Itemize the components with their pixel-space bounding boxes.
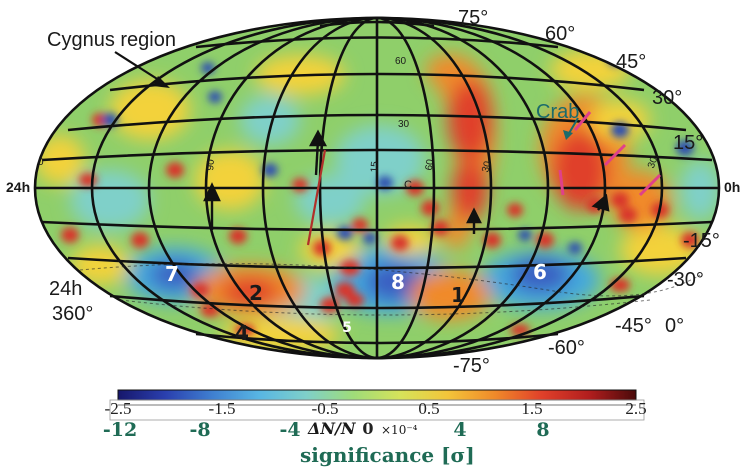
- region-number-7: 7: [165, 262, 179, 286]
- region-number-2: 2: [249, 281, 263, 305]
- dec-label-m60: -60°: [548, 337, 585, 359]
- colorbar-tick-0: -2.5: [104, 399, 132, 418]
- significance-tick-3: 0: [362, 419, 374, 438]
- cygnus-pointer: [114, 51, 170, 88]
- cygnus-region-label: Cygnus region: [47, 29, 176, 51]
- parallel-45: [109, 72, 645, 92]
- colorbar-tick-5: 2.5: [625, 399, 647, 418]
- grid-number-15: 15: [369, 160, 382, 173]
- colorbar-gradient: [117, 389, 637, 401]
- ra-360-label: 360°: [52, 303, 94, 325]
- ra-0h-edge-label: 0h: [724, 179, 741, 195]
- graticule: [33, 16, 721, 360]
- colorbar-tick-3: 0.5: [418, 399, 440, 418]
- dec-label-m15: -15°: [683, 230, 720, 252]
- colorbar: [109, 389, 645, 421]
- dec-label-m30: -30°: [667, 269, 704, 291]
- crab-label: Crab: [536, 101, 580, 123]
- significance-tick-2: -4: [279, 419, 301, 441]
- significance-tick-5: 8: [536, 419, 550, 441]
- significance-tick-0: -12: [102, 419, 138, 441]
- parallel-75: [319, 20, 435, 28]
- crab-markers: [558, 111, 662, 197]
- source-paths: [306, 149, 327, 246]
- colorbar-tick-2: -0.5: [311, 399, 339, 418]
- colorbar-tick-1: -1.5: [208, 399, 236, 418]
- parallel-30: [67, 113, 687, 132]
- colorbar-tick-4: 1.5: [521, 399, 543, 418]
- parallel-60n: [195, 36, 559, 49]
- grid-number-60: 60: [395, 56, 407, 67]
- parallel-m60: [195, 332, 559, 345]
- significance-tick-1: -8: [189, 419, 211, 441]
- grid-number-90: 90: [205, 158, 218, 171]
- region-number-8: 8: [391, 270, 405, 294]
- region-number-6: 6: [533, 260, 547, 284]
- dec-label-m45: -45°: [615, 315, 652, 337]
- grid-number-c: C: [404, 179, 412, 191]
- grid-number-0: 0: [38, 157, 44, 168]
- dec-label-30: 30°: [652, 87, 683, 109]
- parallel-m45: [109, 294, 645, 310]
- dec-label-45: 45°: [616, 51, 647, 73]
- region-number-5: 5: [342, 320, 352, 336]
- grid-number-60b: 60: [423, 158, 437, 172]
- crab-pointer: [563, 117, 579, 140]
- significance-tick-4: 4: [453, 419, 467, 441]
- region-number-4: 4: [235, 321, 249, 345]
- relative-intensity-label: ΔN/N: [308, 419, 356, 438]
- dec-label-75: 75°: [458, 7, 489, 29]
- region-number-1: 1: [451, 283, 465, 307]
- ra-24h-edge-label: 24h: [6, 179, 31, 195]
- dec-label-15: 15°: [673, 132, 704, 154]
- parallel-15: [41, 148, 713, 162]
- dec-0-label: 0°: [665, 315, 685, 337]
- galactic-lines: [79, 263, 701, 316]
- relative-intensity-unit: ×10⁻⁴: [381, 423, 418, 437]
- significance-label: significance [σ]: [300, 443, 475, 467]
- colorbar-frame: [109, 399, 645, 421]
- parallel-m15: [41, 220, 713, 232]
- dec-label-60: 60°: [545, 23, 576, 45]
- direction-arrows: [203, 129, 610, 234]
- parallel-m30: [67, 256, 687, 270]
- dec-label-m75: -75°: [453, 355, 490, 377]
- ra-24h-label: 24h: [49, 278, 83, 300]
- hotspots: [61, 54, 699, 336]
- grid-number-30: 30: [398, 119, 410, 130]
